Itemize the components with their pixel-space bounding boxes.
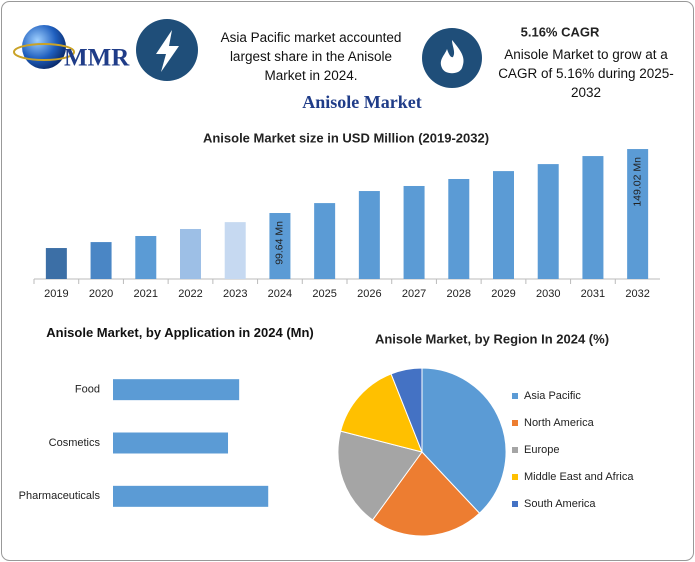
x-tick-label: 2021 (134, 288, 158, 300)
bar (45, 248, 67, 279)
bar (627, 149, 649, 279)
x-tick-label: 2024 (268, 288, 292, 300)
bar (113, 379, 240, 401)
cagr-text: Anisole Market to grow at a CAGR of 5.16… (498, 47, 674, 100)
bar (269, 213, 291, 279)
bar (493, 171, 514, 279)
bar (90, 242, 112, 279)
x-tick-label: 2019 (44, 288, 68, 300)
bar (224, 222, 246, 279)
y-tick-label: Pharmaceuticals (19, 490, 101, 502)
bolt-shape (156, 30, 179, 72)
pie-slice (340, 373, 423, 453)
chart-title: Anisole Market, by Region In 2024 (%) (375, 331, 609, 346)
y-tick-label: Cosmetics (49, 437, 101, 449)
x-tick-label: 2023 (223, 288, 247, 300)
bar (448, 178, 470, 279)
legend-swatch (512, 474, 518, 480)
bar (113, 485, 269, 507)
bar (582, 156, 604, 279)
legend-swatch (512, 501, 518, 507)
pie-slice (421, 367, 507, 514)
chart-title: Anisole Market size in USD Million (2019… (203, 130, 489, 145)
bar (403, 185, 425, 279)
legend-swatch (512, 447, 518, 453)
x-tick-label: 2022 (178, 288, 202, 300)
x-tick-label: 2032 (625, 288, 649, 300)
legend-label: Asia Pacific (524, 390, 581, 402)
cagr-title: 5.16% CAGR (521, 24, 600, 39)
pie-slice (371, 451, 481, 537)
bar (358, 191, 380, 279)
x-tick-label: 2031 (581, 288, 605, 300)
bar (113, 432, 229, 454)
main-title: Anisole Market (302, 92, 421, 112)
highlight-text: Asia Pacific market accounted largest sh… (220, 30, 402, 83)
value-label: 99.64 Mn (274, 221, 286, 265)
x-tick-label: 2026 (357, 288, 381, 300)
legend-label: South America (524, 498, 596, 510)
legend-swatch (512, 420, 518, 426)
logo-ring (13, 43, 75, 61)
x-tick-label: 2029 (491, 288, 515, 300)
pie-slice (337, 430, 423, 521)
logo-text: MMR (64, 45, 130, 72)
bar (135, 235, 157, 279)
logo-globe (22, 25, 66, 69)
legend-label: Europe (524, 444, 559, 456)
pie-slice (390, 367, 423, 453)
legend-label: North America (524, 417, 595, 429)
x-tick-label: 2030 (536, 288, 560, 300)
x-tick-label: 2027 (402, 288, 426, 300)
bar (537, 164, 559, 279)
x-tick-label: 2020 (89, 288, 113, 300)
x-tick-label: 2028 (447, 288, 471, 300)
x-tick-label: 2025 (312, 288, 336, 300)
bar (314, 203, 336, 279)
legend-label: Middle East and Africa (524, 471, 634, 483)
y-tick-label: Food (75, 384, 100, 396)
flame-shape (440, 40, 464, 74)
bar (180, 228, 201, 279)
chart-title: Anisole Market, by Application in 2024 (… (46, 325, 314, 340)
value-label: 149.02 Mn (631, 157, 643, 207)
legend-swatch (512, 393, 518, 399)
